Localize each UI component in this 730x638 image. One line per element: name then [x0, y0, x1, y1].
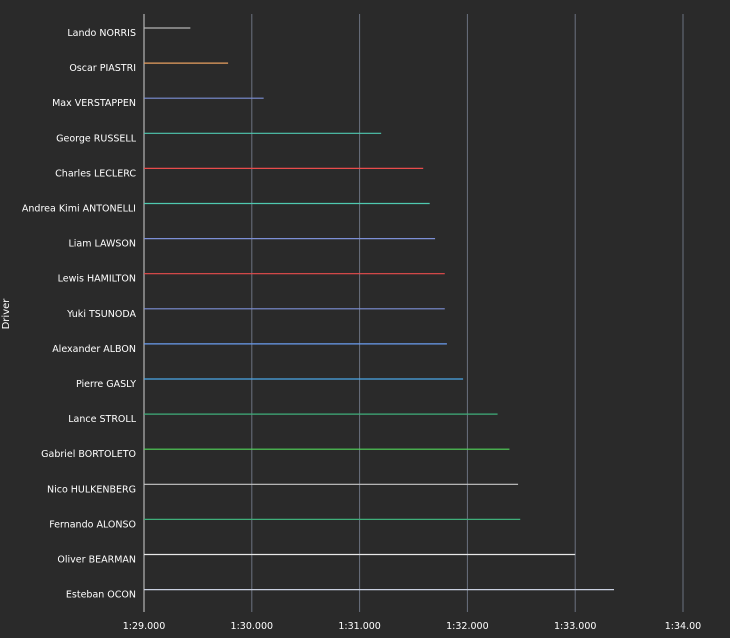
- y-tick-label: Oliver BEARMAN: [57, 555, 136, 566]
- y-tick-label: Nico HULKENBERG: [47, 484, 136, 495]
- y-tick-label: George RUSSELL: [56, 133, 137, 144]
- y-axis-title: Driver: [1, 298, 12, 330]
- x-tick-label: 1:33.000: [554, 621, 597, 632]
- y-tick-labels: Lando NORRIS Oscar PIASTRI Max VERSTAPPEN G…: [22, 28, 137, 601]
- y-tick-label: Alexander ALBON: [52, 344, 136, 355]
- y-tick-label: Gabriel BORTOLETO: [41, 449, 136, 460]
- x-tick-label: 1:31.000: [338, 621, 381, 632]
- bars: [144, 27, 615, 591]
- y-tick-label: Lance STROLL: [68, 414, 136, 425]
- y-tick-label: Liam LAWSON: [68, 239, 136, 250]
- y-tick-label: Lewis HAMILTON: [58, 274, 136, 285]
- y-tick-label: Oscar PIASTRI: [69, 63, 136, 74]
- x-tick-labels: 1:29.000 1:30.000 1:31.000 1:32.000 1:33.000…: [123, 621, 701, 632]
- y-tick-label: Yuki TSUNODA: [66, 309, 136, 320]
- y-tick-label: Max VERSTAPPEN: [52, 98, 136, 109]
- x-tick-label: 1:29.000: [123, 621, 166, 632]
- x-tick-label: 1:34.00: [665, 621, 701, 632]
- grid-lines: [143, 14, 684, 612]
- x-tick-label: 1:32.000: [446, 621, 489, 632]
- y-tick-label: Andrea Kimi ANTONELLI: [22, 204, 136, 215]
- y-tick-label: Pierre GASLY: [76, 379, 136, 390]
- y-tick-label: Fernando ALONSO: [49, 519, 136, 530]
- y-tick-label: Esteban OCON: [66, 590, 136, 601]
- y-tick-label: Lando NORRIS: [67, 28, 136, 39]
- x-tick-label: 1:30.000: [231, 621, 274, 632]
- y-tick-label: Charles LECLERC: [55, 168, 136, 179]
